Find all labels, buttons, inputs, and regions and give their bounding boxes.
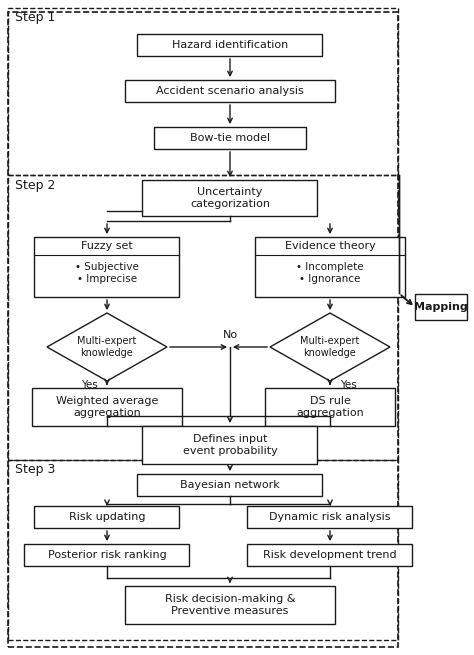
Text: Fuzzy set: Fuzzy set: [81, 241, 133, 251]
Text: Risk development trend: Risk development trend: [263, 550, 397, 560]
Bar: [8, 12, 398, 647]
Bar: [247, 544, 412, 566]
Text: Step 2: Step 2: [15, 179, 55, 191]
Bar: [8, 460, 398, 640]
Bar: [247, 506, 412, 528]
Bar: [35, 237, 180, 297]
Text: DS rule
aggregation: DS rule aggregation: [296, 396, 364, 418]
Bar: [415, 294, 467, 320]
Text: Yes: Yes: [81, 380, 97, 390]
Text: Multi-expert
knowledge: Multi-expert knowledge: [77, 336, 137, 358]
Text: • Incomplete
• Ignorance: • Incomplete • Ignorance: [296, 262, 364, 284]
Text: Mapping: Mapping: [414, 302, 468, 312]
Text: Defines input
event probability: Defines input event probability: [182, 434, 277, 456]
Bar: [143, 426, 318, 464]
Text: Multi-expert
knowledge: Multi-expert knowledge: [301, 336, 360, 358]
Bar: [125, 586, 335, 624]
Polygon shape: [270, 313, 390, 381]
Text: Yes: Yes: [340, 380, 356, 390]
Bar: [265, 388, 395, 426]
Bar: [143, 180, 318, 216]
Bar: [255, 237, 405, 297]
Text: Evidence theory: Evidence theory: [284, 241, 375, 251]
Text: Bow-tie model: Bow-tie model: [190, 133, 270, 143]
Bar: [137, 474, 322, 496]
Text: Posterior risk ranking: Posterior risk ranking: [47, 550, 166, 560]
Bar: [137, 34, 322, 56]
Bar: [35, 506, 180, 528]
Text: Accident scenario analysis: Accident scenario analysis: [156, 86, 304, 96]
Bar: [8, 175, 398, 460]
Text: Step 3: Step 3: [15, 464, 55, 476]
Bar: [8, 8, 398, 175]
Text: Hazard identification: Hazard identification: [172, 40, 288, 50]
Text: Uncertainty
categorization: Uncertainty categorization: [190, 187, 270, 209]
Polygon shape: [47, 313, 167, 381]
Text: Dynamic risk analysis: Dynamic risk analysis: [269, 512, 391, 522]
Bar: [25, 544, 190, 566]
Text: • Subjective
• Imprecise: • Subjective • Imprecise: [75, 262, 139, 284]
Text: Bayesian network: Bayesian network: [180, 480, 280, 490]
Text: Weighted average
aggregation: Weighted average aggregation: [56, 396, 158, 418]
Bar: [125, 80, 335, 102]
Text: Step 1: Step 1: [15, 12, 55, 24]
Text: No: No: [222, 330, 237, 340]
Bar: [154, 127, 306, 149]
Bar: [32, 388, 182, 426]
Text: Risk decision-making &
Preventive measures: Risk decision-making & Preventive measur…: [165, 594, 295, 616]
Text: Risk updating: Risk updating: [69, 512, 145, 522]
